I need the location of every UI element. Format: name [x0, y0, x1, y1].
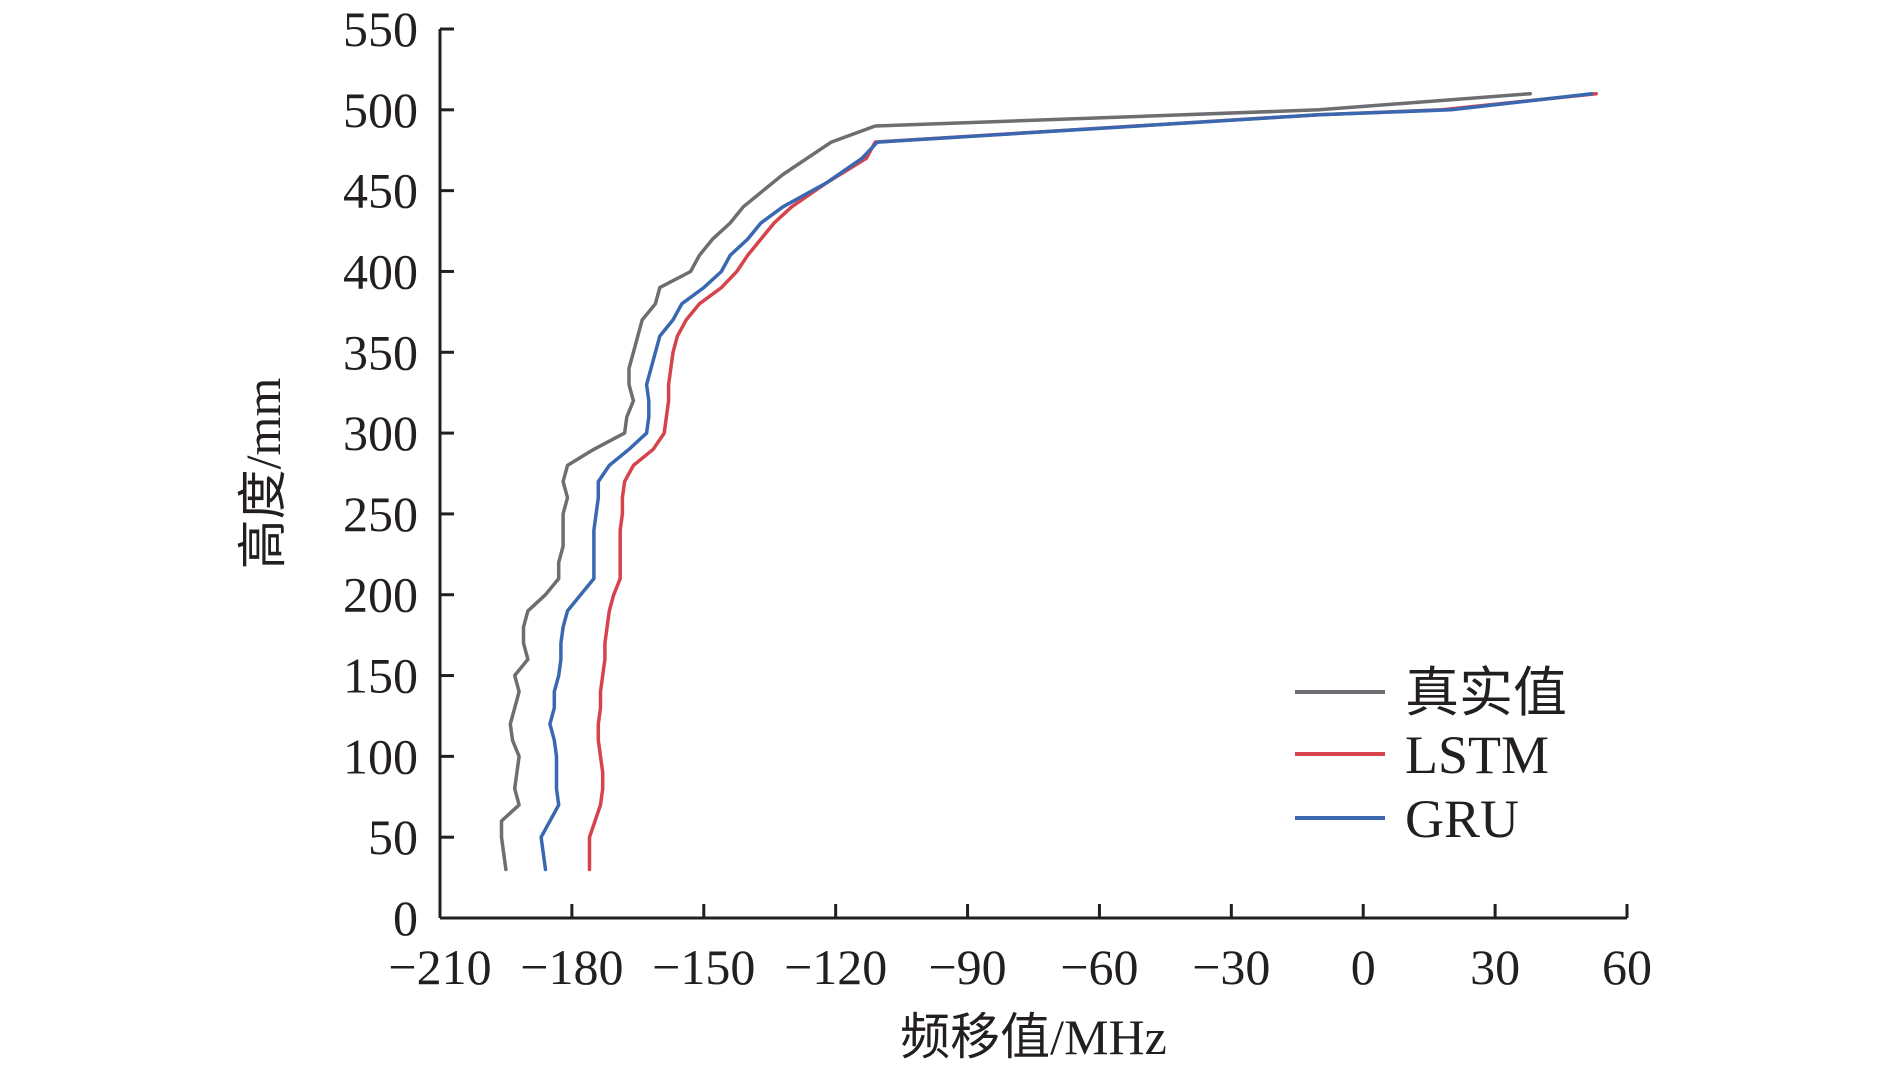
x-axis-ticks: −210 −180 −150 −120 −90 −60 −30 0 30 60	[388, 904, 1652, 995]
x-tick-label: −30	[1192, 939, 1270, 995]
legend-label: GRU	[1405, 789, 1519, 849]
series-line-GRU	[539, 91, 1594, 872]
x-tick-label: −60	[1060, 939, 1138, 995]
series-line-真实值	[499, 91, 1533, 872]
y-tick-label: 450	[343, 163, 418, 219]
y-tick-label: 50	[368, 809, 418, 865]
y-tick-label: 0	[393, 890, 418, 946]
y-axis-label: 高度/mm	[235, 378, 291, 570]
legend-label: 真实值	[1405, 663, 1567, 723]
legend-label: LSTM	[1405, 725, 1549, 785]
x-tick-label: −120	[784, 939, 887, 995]
y-tick-label: 350	[343, 324, 418, 380]
y-tick-label: 250	[343, 486, 418, 542]
y-tick-label: 400	[343, 243, 418, 299]
x-tick-label: 60	[1602, 939, 1652, 995]
y-tick-label: 300	[343, 405, 418, 461]
series-line-LSTM	[587, 91, 1598, 872]
x-axis-label: 频移值/MHz	[900, 1009, 1167, 1065]
x-tick-label: −210	[388, 939, 491, 995]
series-layer	[499, 91, 1598, 872]
y-axis-ticks: 0 50 100 150 200 250 300 350 400 450 500 550	[343, 1, 454, 946]
x-tick-label: 0	[1351, 939, 1376, 995]
y-tick-label: 100	[343, 728, 418, 784]
x-tick-label: 30	[1470, 939, 1520, 995]
y-tick-label: 500	[343, 82, 418, 138]
y-tick-label: 550	[343, 1, 418, 57]
y-tick-label: 150	[343, 648, 418, 704]
x-tick-label: −180	[520, 939, 623, 995]
y-tick-label: 200	[343, 567, 418, 623]
x-tick-label: −90	[928, 939, 1006, 995]
x-tick-label: −150	[652, 939, 755, 995]
